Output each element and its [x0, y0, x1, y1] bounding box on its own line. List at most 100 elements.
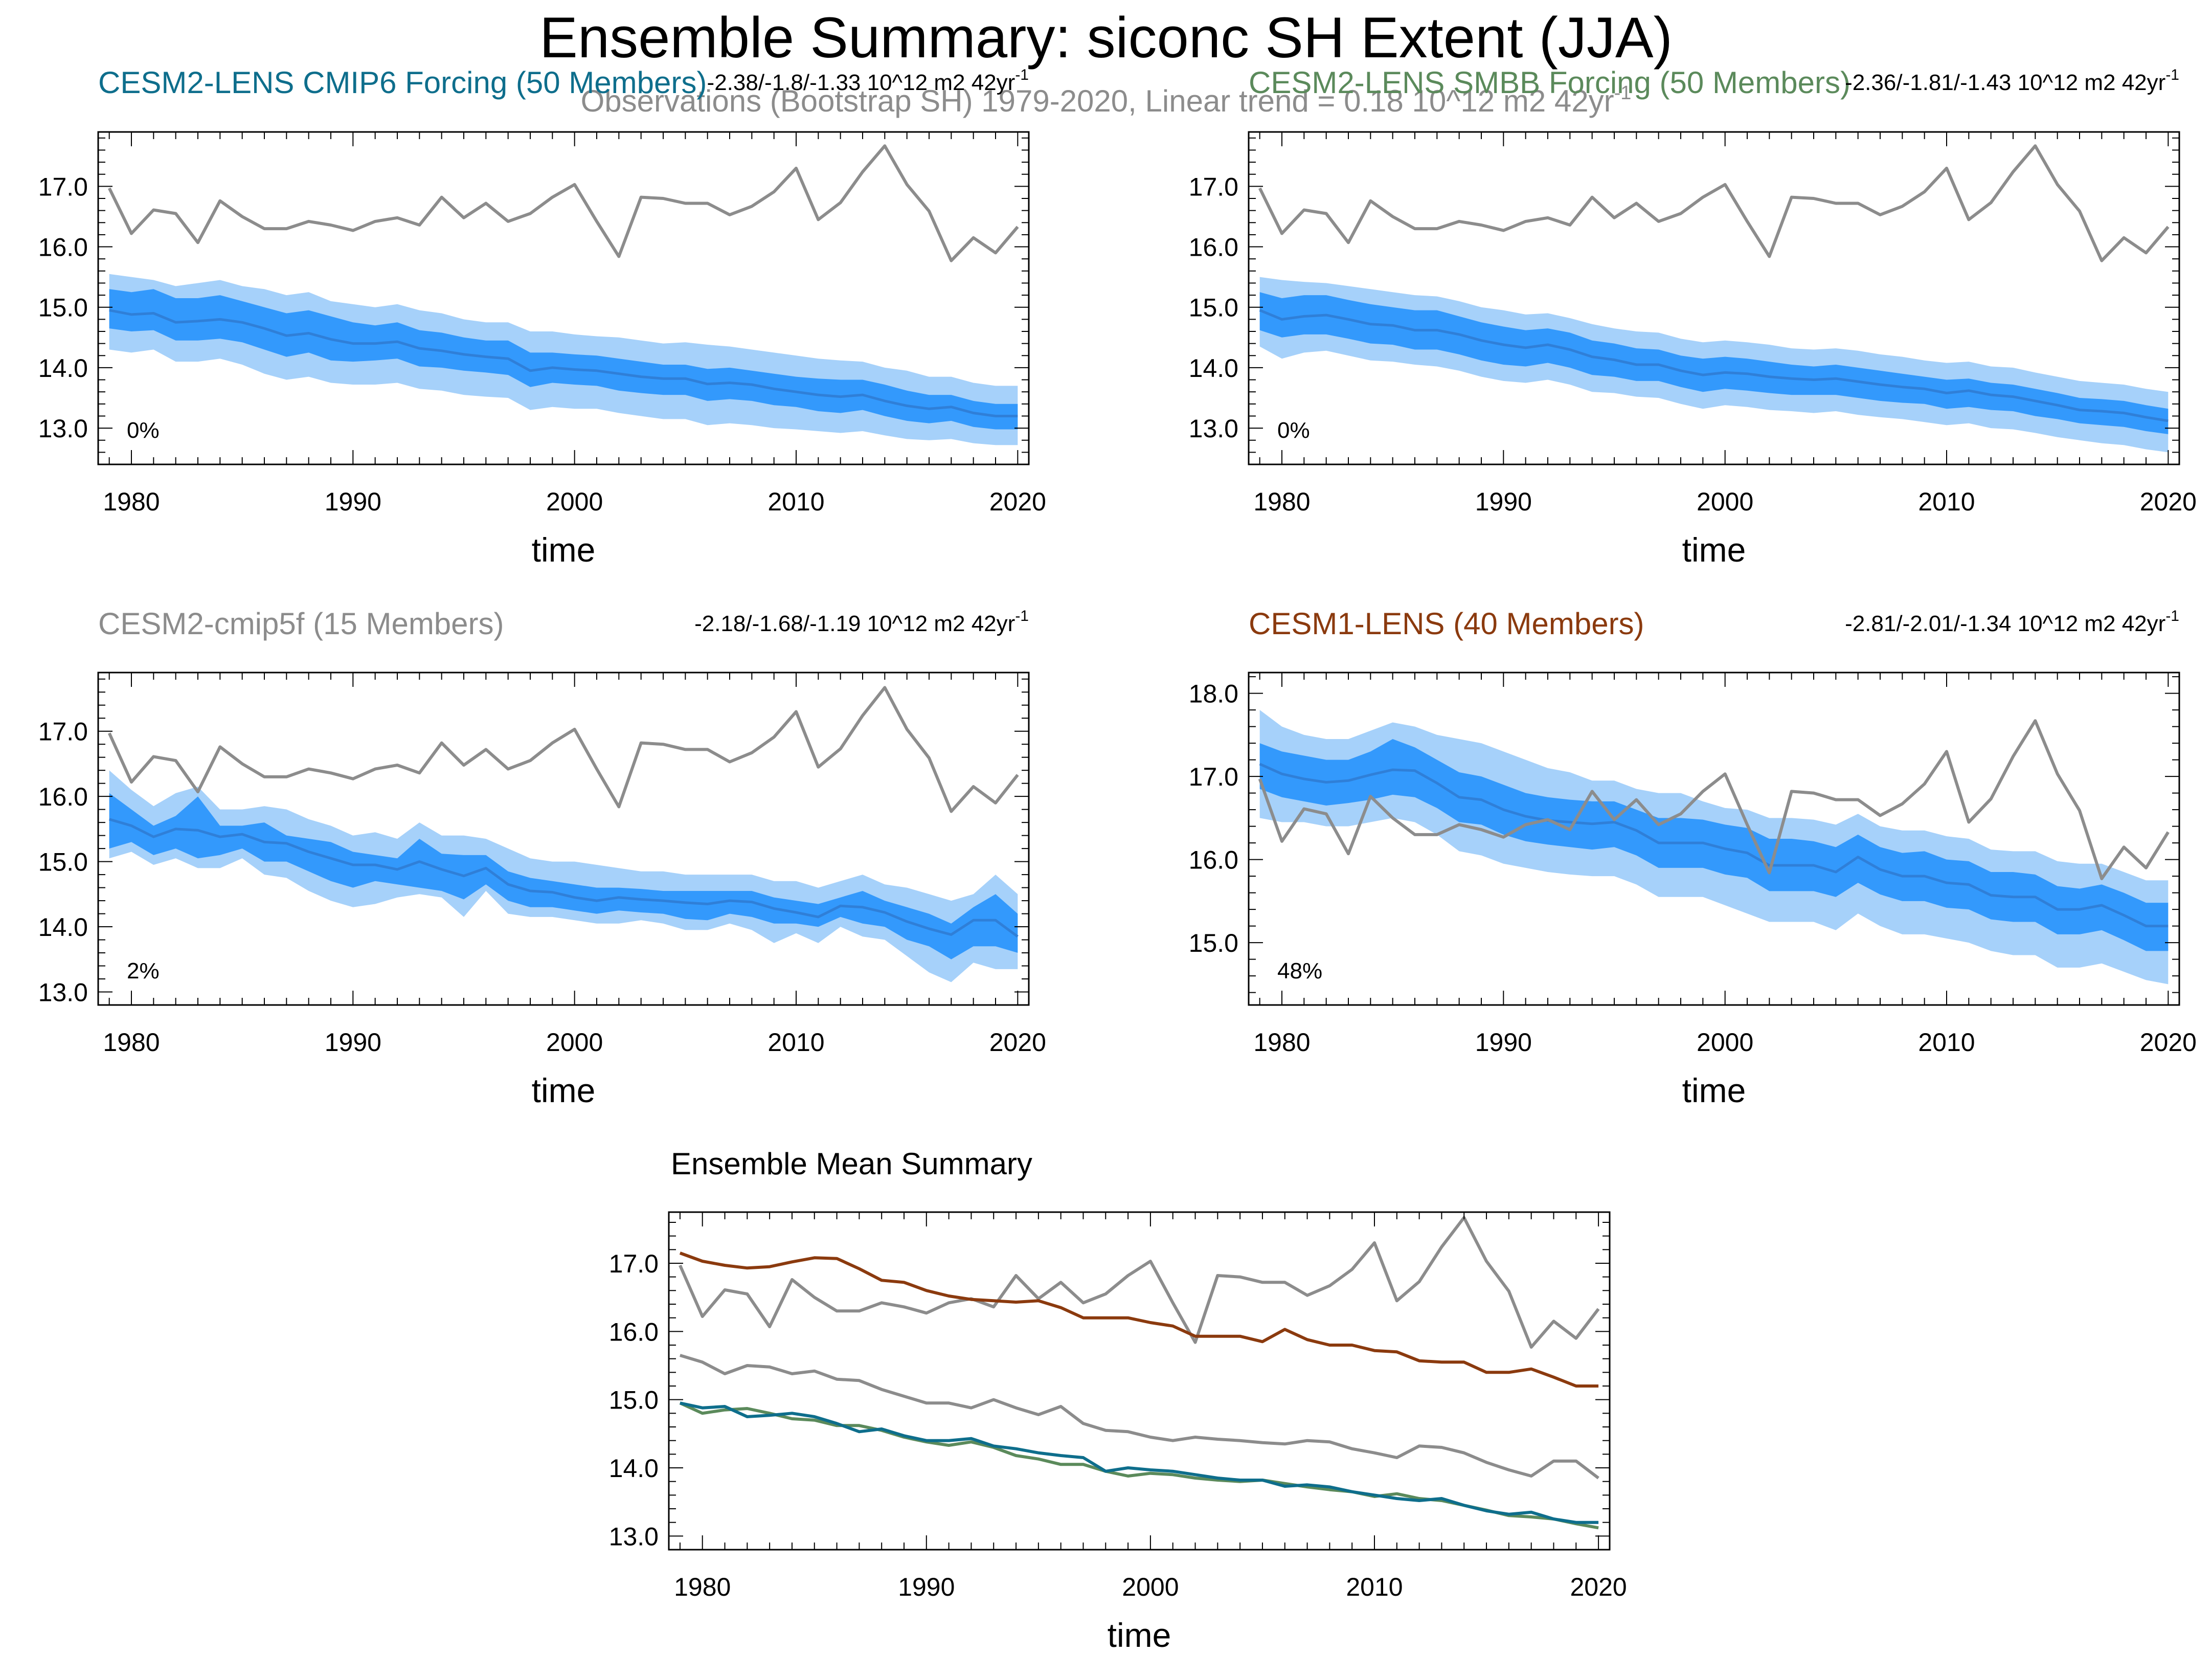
- trend-text: -2.38/-1.8/-1.33 10^12 m2 42yr-1: [707, 66, 1029, 95]
- observations-line: [107, 686, 1019, 813]
- y-tick-label: 16.0: [1189, 233, 1238, 262]
- panel-4: 15.0 16.0 17.0 18.0 1980 1990 2000 2010 2020 time…: [1189, 607, 2197, 1109]
- x-tick-label: 2010: [768, 1028, 824, 1057]
- x-tick-label: 2020: [2140, 1028, 2197, 1057]
- panel-5: 13.0 14.0 15.0 16.0 17.0 1980 1990 2000 2010 2020…: [609, 1147, 1627, 1654]
- y-tick-label: 17.0: [1189, 763, 1238, 791]
- y-tick-label: 13.0: [38, 978, 88, 1007]
- x-tick-label: 2020: [1570, 1573, 1627, 1601]
- x-tick-label: 2010: [1918, 1028, 1975, 1057]
- observations-note-text: Observations (Bootstrap SH) 1979-2020, L…: [581, 84, 1614, 118]
- y-tick-label: 18.0: [1189, 680, 1238, 708]
- mean-series-line-3: [680, 1354, 1599, 1480]
- trend-text-sup: -1: [1015, 608, 1029, 624]
- x-axis-label: time: [1682, 1071, 1746, 1109]
- outer-spread-band: [109, 770, 1018, 982]
- x-tick-label: 1980: [103, 487, 160, 516]
- x-tick-label: 2010: [1346, 1573, 1403, 1601]
- trend-text: -2.81/-2.01/-1.34 10^12 m2 42yr-1: [1845, 608, 2179, 636]
- inner-spread-band: [1259, 292, 2169, 434]
- observations-note-sup: -1: [1614, 82, 1632, 104]
- x-axis-label: time: [532, 1071, 596, 1109]
- mean-series-line-4: [679, 1401, 1599, 1530]
- panel-title: CESM2-cmip5f (15 Members): [98, 607, 504, 641]
- x-tick-label: 1980: [1253, 1028, 1310, 1057]
- observations-line: [1258, 719, 2170, 880]
- x-tick-label: 2020: [989, 1028, 1046, 1057]
- observations-line: [108, 144, 1019, 262]
- plot-area: [108, 144, 1019, 445]
- y-tick-label: 14.0: [38, 354, 88, 383]
- x-axis-label: time: [1108, 1616, 1171, 1654]
- y-tick-label: 13.0: [38, 414, 88, 443]
- trend-text: -2.36/-1.81/-1.43 10^12 m2 42yr-1: [1845, 66, 2179, 95]
- x-tick-label: 1990: [1475, 1028, 1532, 1057]
- panel-title: Ensemble Mean Summary: [671, 1147, 1032, 1181]
- y-tick-label: 17.0: [38, 172, 88, 201]
- y-tick-label: 17.0: [38, 718, 88, 746]
- y-tick-label: 17.0: [609, 1249, 659, 1278]
- x-tick-label: 2020: [989, 487, 1046, 516]
- x-tick-label: 2000: [1697, 487, 1753, 516]
- x-tick-label: 1980: [103, 1028, 160, 1057]
- panels: 13.0 14.0 15.0 16.0 17.0 1980 1990 2000 2010 2020…: [38, 65, 2197, 1654]
- y-tick-label: 16.0: [38, 233, 88, 262]
- x-tick-label: 2000: [1697, 1028, 1753, 1057]
- x-tick-label: 1990: [1475, 487, 1532, 516]
- x-tick-label: 2010: [1918, 487, 1975, 516]
- trend-text-main: -2.36/-1.81/-1.43 10^12 m2 42yr: [1845, 70, 2165, 95]
- x-tick-label: 2000: [1122, 1573, 1179, 1601]
- trend-text-sup: -1: [1015, 66, 1029, 83]
- observations-note: Observations (Bootstrap SH) 1979-2020, L…: [581, 82, 1632, 118]
- x-tick-label: 1980: [674, 1573, 731, 1601]
- plot-area: [679, 1216, 1600, 1530]
- plot-area: [107, 686, 1019, 982]
- mean-series-line-2: [679, 1252, 1599, 1388]
- trend-text-sup: -1: [2165, 66, 2179, 83]
- panel-title: CESM1-LENS (40 Members): [1249, 607, 1644, 641]
- y-tick-label: 14.0: [1189, 354, 1238, 383]
- panel-title: CESM2-LENS CMIP6 Forcing (50 Members): [98, 65, 707, 100]
- ensemble-mean-line: [1259, 309, 2169, 422]
- y-tick-label: 13.0: [1189, 414, 1238, 443]
- y-tick-label: 16.0: [38, 783, 88, 811]
- percent-label: 2%: [127, 958, 160, 984]
- percent-label: 0%: [1277, 418, 1310, 443]
- plot-area: [1258, 144, 2170, 453]
- x-tick-label: 2020: [2140, 487, 2197, 516]
- plot-frame: [97, 672, 1030, 1006]
- y-tick-label: 16.0: [1189, 846, 1238, 875]
- trend-text-sup: -1: [2165, 608, 2179, 624]
- percent-label: 48%: [1277, 958, 1322, 984]
- y-tick-label: 15.0: [609, 1386, 659, 1415]
- mean-series-line-5: [680, 1401, 1599, 1524]
- y-tick-label: 15.0: [1189, 929, 1238, 957]
- plot-frame: [97, 131, 1030, 465]
- x-tick-label: 2000: [546, 1028, 603, 1057]
- y-tick-label: 14.0: [609, 1454, 659, 1483]
- y-tick-label: 14.0: [38, 913, 88, 942]
- x-tick-label: 1990: [325, 487, 381, 516]
- x-tick-label: 1980: [1253, 487, 1310, 516]
- ensemble-mean-line: [1259, 763, 2169, 928]
- mean-series-line-1: [679, 1216, 1600, 1349]
- ensemble-mean-line: [108, 818, 1019, 938]
- trend-text: -2.18/-1.68/-1.19 10^12 m2 42yr-1: [694, 608, 1029, 636]
- plot-area: [1258, 710, 2170, 985]
- plot-frame: [668, 1211, 1611, 1551]
- observations-line: [1258, 144, 2170, 262]
- trend-text-main: -2.81/-2.01/-1.34 10^12 m2 42yr: [1845, 611, 2165, 636]
- inner-spread-band: [109, 289, 1018, 430]
- panel-3: 13.0 14.0 15.0 16.0 17.0 1980 1990 2000 2010 2020…: [38, 607, 1046, 1109]
- inner-spread-band: [109, 793, 1018, 959]
- x-axis-label: time: [532, 531, 596, 569]
- plot-frame: [1248, 672, 2180, 1006]
- ensemble-mean-line: [109, 309, 1018, 417]
- panel-title: CESM2-LENS SMBB Forcing (50 Members): [1249, 65, 1850, 100]
- x-tick-label: 2000: [546, 487, 603, 516]
- panel-2: 13.0 14.0 15.0 16.0 17.0 1980 1990 2000 2010 2020…: [1189, 65, 2197, 569]
- x-axis-label: time: [1682, 531, 1746, 569]
- figure-title: Ensemble Summary: siconc SH Extent (JJA): [539, 6, 1673, 70]
- x-tick-label: 2010: [768, 487, 824, 516]
